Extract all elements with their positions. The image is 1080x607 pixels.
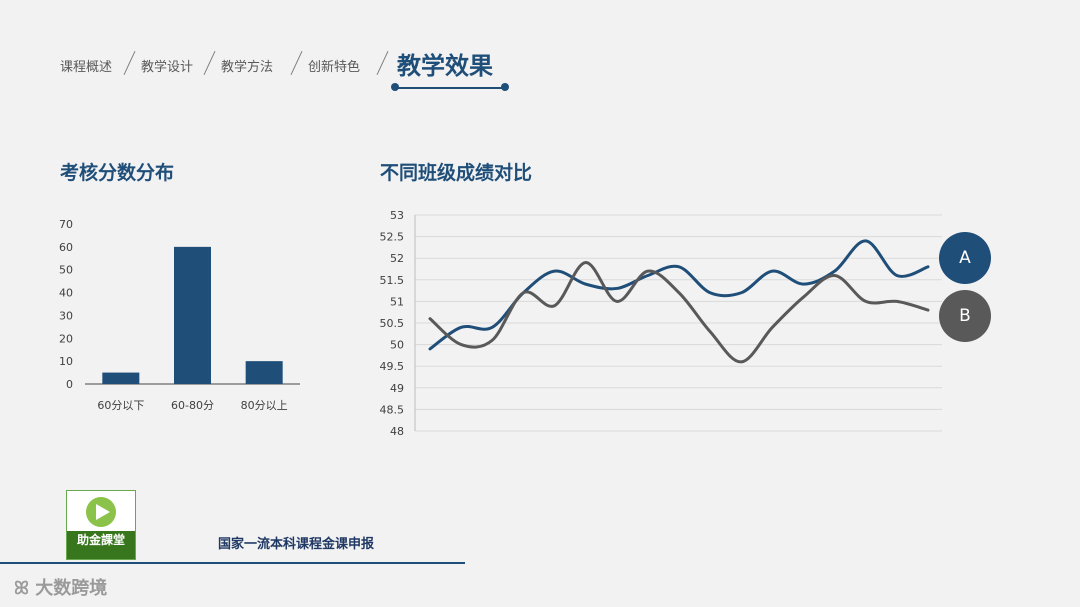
logo-text: 助金課堂 (67, 531, 135, 559)
watermark: ꕤ 大数跨境 (14, 574, 107, 600)
bar (174, 246, 211, 384)
x-tick-label: 60-80分 (171, 399, 214, 412)
legend-badge-a: A (939, 232, 991, 284)
y-tick-label: 52.5 (380, 231, 405, 244)
nav-separator (290, 51, 303, 75)
nav-item-overview[interactable]: 课程概述 (60, 60, 113, 75)
y-tick-label: 51 (390, 295, 404, 308)
bar (102, 372, 140, 384)
y-tick-label: 51.5 (380, 274, 405, 287)
y-tick-label: 53 (390, 209, 404, 222)
play-icon (86, 497, 116, 527)
nav-separator (376, 51, 389, 75)
y-tick-label: 50.5 (380, 317, 405, 330)
y-tick-label: 50 (59, 264, 73, 277)
y-tick-label: 0 (66, 378, 73, 391)
y-tick-label: 48.5 (380, 403, 405, 416)
bar (245, 361, 283, 384)
y-tick-label: 60 (59, 241, 73, 254)
watermark-logo-icon: ꕤ (14, 578, 36, 599)
series-line-a (428, 239, 930, 351)
active-underline (394, 87, 506, 89)
x-tick-label: 80分以上 (241, 399, 288, 412)
y-tick-label: 10 (59, 355, 73, 368)
y-tick-label: 70 (59, 218, 73, 231)
series-line-b (428, 261, 930, 364)
y-tick-label: 49.5 (380, 360, 405, 373)
y-tick-label: 50 (390, 339, 404, 352)
footer-divider (0, 562, 465, 564)
nav-separator (123, 51, 136, 75)
y-tick-label: 48 (390, 425, 404, 438)
nav-item-effect-active[interactable]: 教学效果 (397, 52, 493, 80)
watermark-text: 大数跨境 (35, 578, 108, 599)
legend-badge-b: B (939, 290, 991, 342)
footer-title: 国家一流本科课程金课申报 (218, 537, 375, 552)
x-tick-label: 60分以下 (97, 399, 144, 412)
underline-dot-left (391, 83, 399, 91)
class-comparison-title: 不同班级成绩对比 (380, 162, 533, 184)
y-tick-label: 49 (390, 382, 404, 395)
class-comparison-chart: 48 48.5 49 49.5 50 50.5 51 51.5 52 52.5 53 (380, 209, 942, 438)
underline-dot-right (501, 83, 509, 91)
nav-separator (203, 51, 216, 75)
y-tick-label: 40 (59, 287, 73, 300)
score-distribution-chart: 0 10 20 30 40 50 60 70 60分以下 60-80分 80分以上 (59, 218, 300, 412)
score-distribution-title: 考核分数分布 (60, 162, 175, 184)
nav-item-innovation[interactable]: 创新特色 (308, 60, 361, 75)
y-tick-label: 30 (59, 309, 73, 322)
y-tick-label: 52 (390, 252, 404, 265)
nav-item-methods[interactable]: 教学方法 (221, 60, 274, 75)
nav-item-design[interactable]: 教学设计 (141, 60, 194, 75)
y-tick-label: 20 (59, 332, 73, 345)
logo: 助金課堂 (66, 490, 136, 560)
